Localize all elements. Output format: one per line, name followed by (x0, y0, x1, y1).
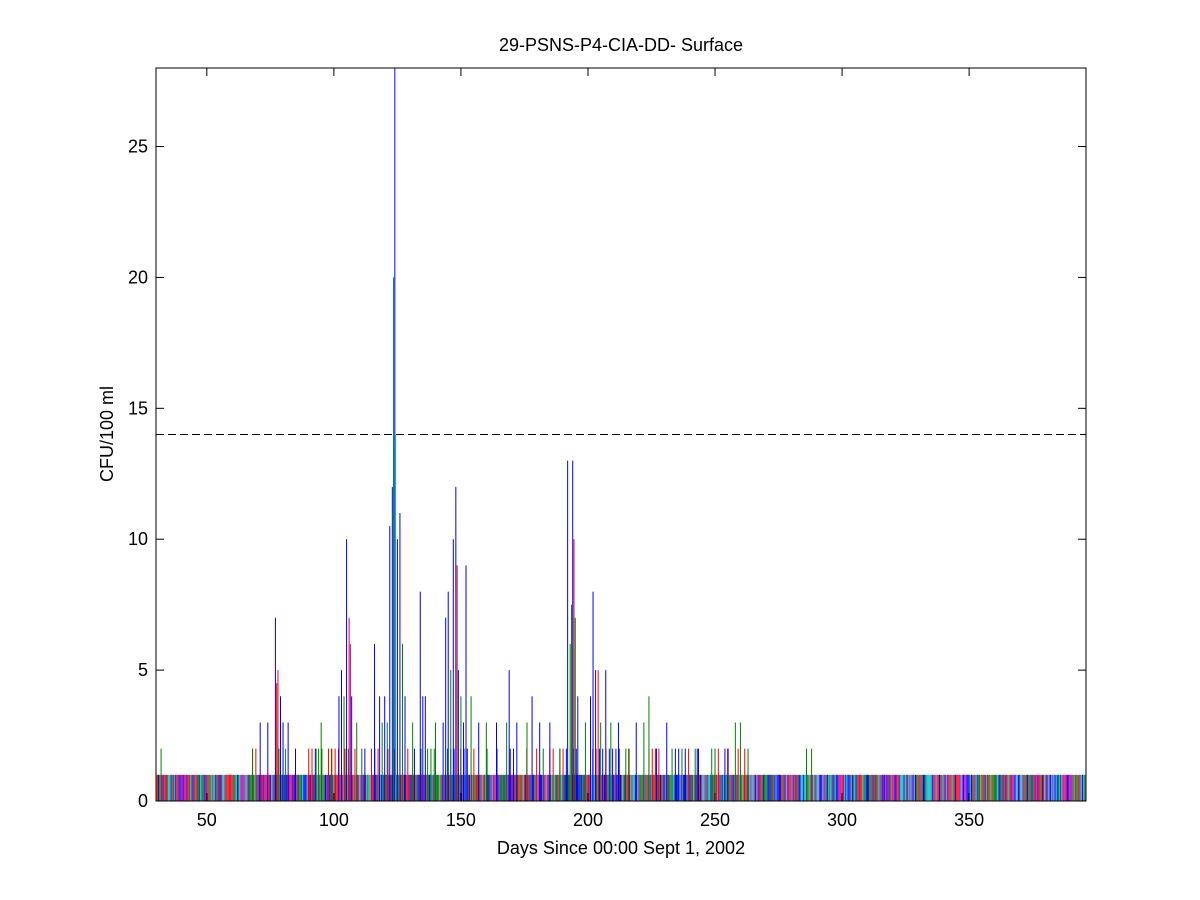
x-axis: 50 100 150 200 250 300 350 (197, 68, 984, 830)
y-tick-label: 0 (138, 791, 148, 811)
x-tick-label: 50 (197, 810, 217, 830)
chart-title: 29-PSNS-P4-CIA-DD- Surface (499, 35, 743, 55)
x-axis-label: Days Since 00:00 Sept 1, 2002 (497, 838, 745, 858)
x-tick-label: 150 (446, 810, 476, 830)
x-tick-label: 250 (700, 810, 730, 830)
x-tick-label: 300 (827, 810, 857, 830)
y-tick-label: 15 (128, 398, 148, 418)
bars-group (155, 68, 1087, 801)
x-tick-label: 200 (573, 810, 603, 830)
x-tick-label: 100 (319, 810, 349, 830)
x-tick-label: 350 (954, 810, 984, 830)
y-tick-label: 10 (128, 529, 148, 549)
y-tick-label: 20 (128, 267, 148, 287)
y-axis-label: CFU/100 ml (97, 386, 117, 482)
y-tick-label: 5 (138, 660, 148, 680)
y-axis: 0 5 10 15 20 25 (128, 137, 1086, 811)
y-tick-label: 25 (128, 137, 148, 157)
plot-frame (155, 67, 1087, 802)
